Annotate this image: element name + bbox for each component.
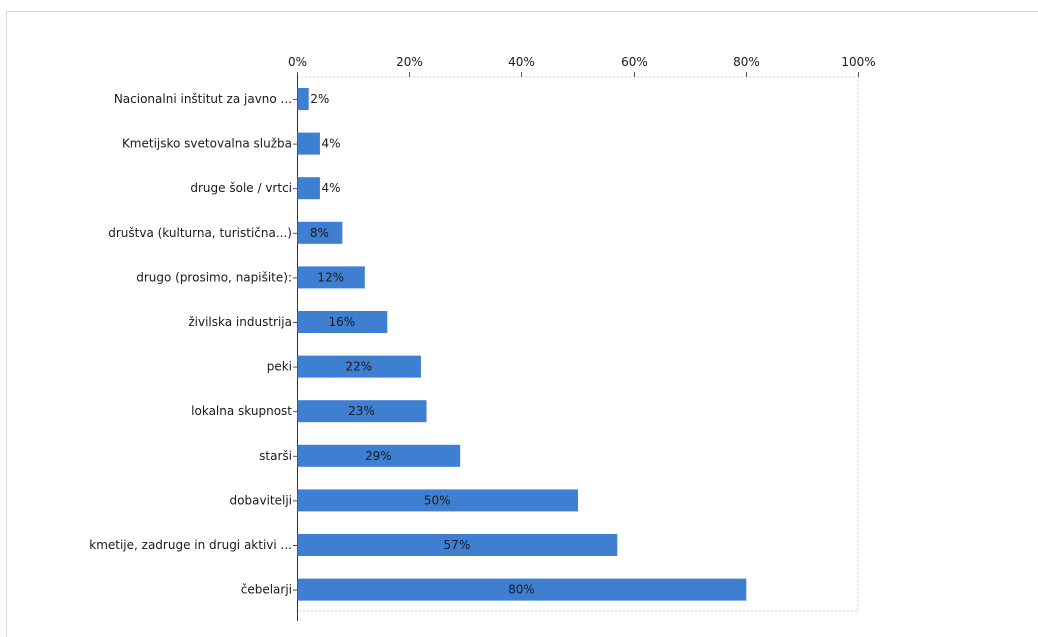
data-label: 4%: [321, 137, 340, 151]
bar: [297, 489, 578, 512]
category-label: dobavitelji: [230, 493, 292, 507]
bar: [297, 177, 320, 200]
category-label: društva (kulturna, turistična...): [108, 226, 292, 240]
data-label: 2%: [310, 92, 329, 106]
bar: [297, 221, 343, 244]
x-tick-label: 40%: [508, 55, 535, 69]
bar: [297, 355, 421, 378]
x-tick-label: 0%: [288, 55, 307, 69]
bar: [297, 88, 309, 110]
category-label: čebelarji: [241, 583, 292, 597]
bar: [297, 534, 618, 556]
category-label: kmetije, zadruge in drugi aktivi ...: [89, 538, 292, 552]
bar: [297, 578, 747, 601]
data-label: 8%: [310, 226, 329, 240]
data-label: 80%: [508, 583, 535, 597]
bar: [297, 266, 365, 289]
x-tick-label: 100%: [841, 55, 875, 69]
category-label: Nacionalni inštitut za javno ...: [114, 92, 292, 106]
bar: [297, 400, 427, 423]
plot-border: [297, 76, 859, 612]
category-label: starši: [259, 449, 292, 463]
bar: [297, 132, 320, 155]
category-label: lokalna skupnost: [191, 404, 292, 418]
data-label: 57%: [444, 538, 471, 552]
category-label: drugo (prosimo, napišite):: [136, 270, 292, 284]
bar: [297, 444, 461, 467]
data-label: 23%: [348, 404, 375, 418]
data-label: 4%: [321, 181, 340, 195]
category-label: Kmetijsko svetovalna služba: [122, 137, 292, 151]
data-label: 22%: [345, 360, 372, 374]
data-label: 29%: [365, 449, 392, 463]
x-tick-label: 60%: [621, 55, 648, 69]
bar: [297, 311, 388, 333]
category-label: peki: [267, 360, 292, 374]
x-tick-label: 80%: [733, 55, 760, 69]
data-label: 50%: [424, 493, 451, 507]
data-label: 16%: [329, 315, 356, 329]
category-label: živilska industrija: [188, 315, 292, 329]
category-label: druge šole / vrtci: [190, 181, 292, 195]
x-tick-label: 20%: [396, 55, 423, 69]
data-label: 12%: [317, 270, 344, 284]
chart-frame: [6, 11, 1038, 637]
